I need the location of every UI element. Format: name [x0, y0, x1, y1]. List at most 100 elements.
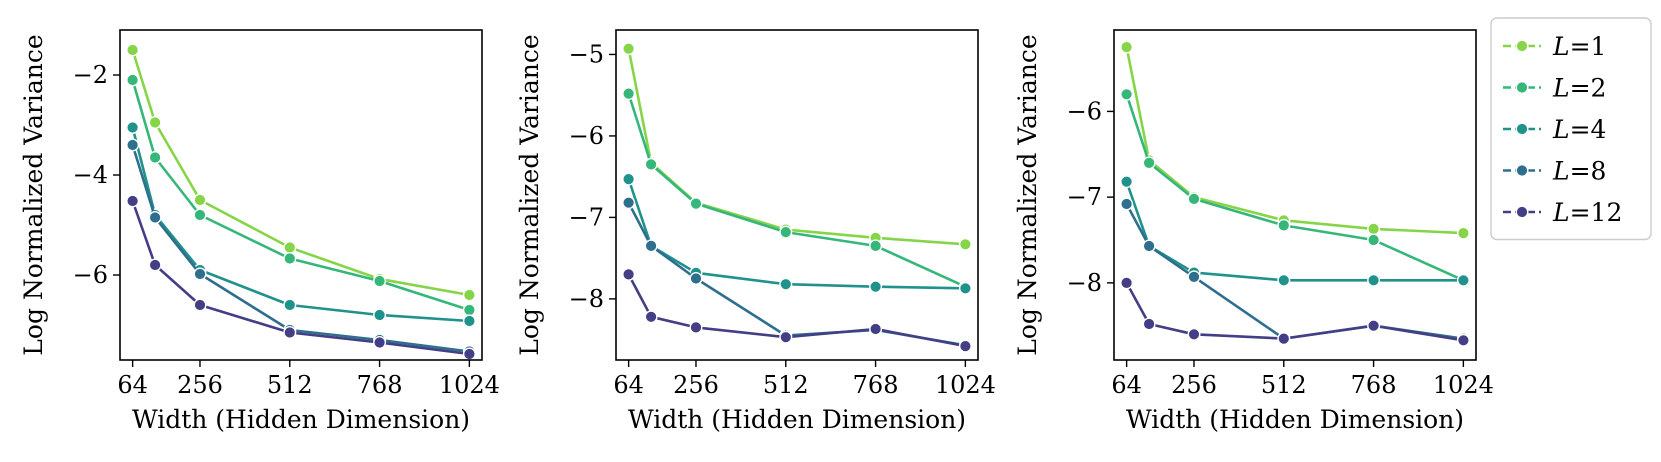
- legend-marker-L=4: [1515, 122, 1529, 136]
- y-tick-label: −7: [569, 203, 604, 231]
- legend: L=1L=2L=4L=8L=12: [1490, 17, 1652, 241]
- series-line-L=8: [131, 144, 470, 353]
- x-axis-label: Width (Hidden Dimension): [628, 405, 966, 434]
- data-point-L=8: [1187, 270, 1201, 284]
- data-point-L=12: [644, 310, 658, 324]
- data-point-L=12: [689, 320, 703, 334]
- series-line-L=4: [131, 127, 470, 323]
- y-tick-label: −6: [1067, 97, 1102, 125]
- data-point-L=8: [193, 267, 207, 281]
- data-point-L=2: [1277, 218, 1291, 232]
- data-point-L=12: [1456, 333, 1470, 347]
- x-tick-label: 768: [357, 371, 403, 399]
- data-point-L=12: [958, 339, 972, 353]
- data-point-L=2: [622, 87, 636, 101]
- data-point-L=4: [869, 280, 883, 294]
- data-point-L=2: [779, 225, 793, 239]
- legend-marker-L=1: [1515, 39, 1529, 53]
- data-point-L=12: [622, 267, 636, 281]
- data-point-L=1: [958, 237, 972, 251]
- data-point-L=12: [869, 322, 883, 336]
- data-point-L=12: [373, 336, 387, 350]
- y-tick-label: −8: [1067, 269, 1102, 297]
- series-line-L=4: [627, 178, 966, 290]
- y-axis-label: Log Normalized Variance: [1013, 34, 1042, 355]
- data-point-L=1: [1367, 222, 1381, 236]
- data-point-L=2: [644, 157, 658, 171]
- data-point-L=12: [462, 347, 476, 361]
- x-tick-label: 768: [1351, 371, 1397, 399]
- x-axis-label: Width (Hidden Dimension): [132, 405, 470, 434]
- data-point-L=1: [1120, 40, 1134, 54]
- plot-frame: [119, 29, 483, 361]
- data-point-L=1: [283, 240, 297, 254]
- data-point-L=1: [193, 193, 207, 207]
- y-tick-label: −6: [73, 261, 108, 289]
- data-point-L=12: [193, 298, 207, 312]
- data-point-L=12: [1367, 319, 1381, 333]
- data-point-L=1: [622, 42, 636, 56]
- legend-label-suffix: =1: [1570, 32, 1607, 61]
- chart-panel-3: 64 256 512 768 1024 −8 −7 −6 Width (Hidden Dimen…: [1013, 29, 1494, 434]
- data-point-L=8: [622, 196, 636, 210]
- data-point-L=8: [148, 210, 162, 224]
- y-tick-label: −4: [73, 161, 108, 189]
- data-point-L=2: [462, 303, 476, 317]
- data-point-L=4: [1277, 273, 1291, 287]
- x-tick-label: 256: [673, 371, 719, 399]
- data-point-L=4: [283, 298, 297, 312]
- data-point-L=4: [373, 308, 387, 322]
- chart-panel-1: 64 256 512 768 1024 −6 −4 −2 Width (Hidden Dimen…: [19, 29, 500, 434]
- data-point-L=1: [148, 115, 162, 129]
- x-tick-label: 512: [267, 371, 313, 399]
- x-tick-label: 512: [1261, 371, 1307, 399]
- data-point-L=4: [622, 172, 636, 186]
- series-line-L=2: [131, 79, 470, 312]
- series-line-L=2: [627, 93, 966, 288]
- data-point-L=12: [1277, 332, 1291, 346]
- data-point-L=8: [689, 272, 703, 286]
- data-point-L=4: [462, 314, 476, 328]
- legend-label-prefix: L: [1552, 115, 1570, 144]
- x-tick-label: 64: [1111, 371, 1142, 399]
- series-line-L=12: [131, 200, 470, 356]
- data-point-L=12: [1187, 327, 1201, 341]
- series-line-L=2: [1125, 93, 1464, 282]
- data-point-L=4: [1456, 273, 1470, 287]
- data-point-L=2: [148, 150, 162, 164]
- legend-label-suffix: =4: [1570, 115, 1607, 144]
- data-point-L=12: [126, 194, 140, 208]
- data-point-L=4: [1367, 273, 1381, 287]
- legend-label-prefix: L: [1552, 32, 1570, 61]
- series-line-L=1: [627, 48, 966, 246]
- series-line-L=12: [1125, 282, 1464, 342]
- data-point-L=1: [126, 43, 140, 57]
- data-point-L=12: [1142, 317, 1156, 331]
- legend-label-prefix: L: [1552, 74, 1570, 103]
- legend-label-suffix: =2: [1570, 74, 1607, 103]
- data-point-L=8: [1120, 197, 1134, 211]
- data-point-L=1: [1456, 226, 1470, 240]
- data-point-L=2: [193, 208, 207, 222]
- data-point-L=12: [148, 258, 162, 272]
- data-point-L=8: [126, 138, 140, 152]
- y-tick-label: −8: [569, 285, 604, 313]
- data-point-L=8: [1142, 239, 1156, 253]
- x-tick-label: 512: [763, 371, 809, 399]
- x-tick-label: 768: [853, 371, 899, 399]
- data-point-L=1: [462, 288, 476, 302]
- data-point-L=4: [1120, 175, 1134, 189]
- series-line-L=1: [1125, 46, 1464, 235]
- data-point-L=2: [373, 274, 387, 288]
- chart-panel-2: 64 256 512 768 1024 −8 −7 −6 −5 Width (Hidden Dim…: [515, 29, 996, 434]
- legend-box: [1490, 17, 1652, 241]
- legend-label-L=2: L=2: [1552, 74, 1606, 103]
- y-tick-label: −2: [73, 61, 108, 89]
- x-tick-label: 256: [177, 371, 223, 399]
- data-point-L=2: [1142, 156, 1156, 170]
- x-tick-label: 1024: [1433, 371, 1494, 399]
- x-axis-label: Width (Hidden Dimension): [1126, 405, 1464, 434]
- data-point-L=12: [779, 330, 793, 344]
- legend-marker-L=12: [1515, 205, 1529, 219]
